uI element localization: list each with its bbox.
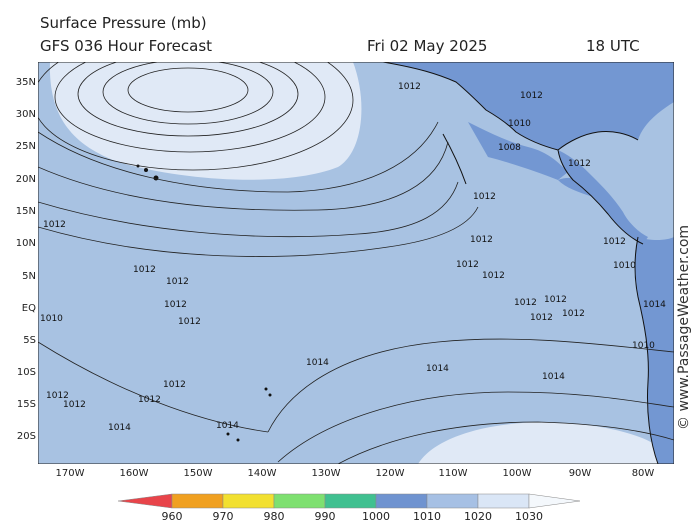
colorbar-tick: 970 <box>212 510 234 523</box>
colorbar-segment <box>375 493 428 509</box>
lat-label-25n: 25N <box>15 141 36 152</box>
forecast-date: Fri 02 May 2025 <box>367 37 488 55</box>
colorbar-tick: 990 <box>314 510 336 523</box>
isobar-label: 1012 <box>530 313 553 323</box>
isobar-label: 1014 <box>306 358 329 368</box>
isobar-label: 1008 <box>498 143 521 153</box>
lat-label-15s: 15S <box>16 399 36 410</box>
coastline-gulf <box>557 131 639 151</box>
isobar-label: 1012 <box>178 317 201 327</box>
coastline-baja <box>442 133 467 185</box>
colorbar-tick: 960 <box>161 510 183 523</box>
isobar-label: 1014 <box>426 364 449 374</box>
isobar-label: 1014 <box>108 423 131 433</box>
land-central-america <box>558 150 648 244</box>
lat-label-20s: 20S <box>16 431 36 442</box>
lon-label-130w: 130W <box>311 468 341 479</box>
isobar-label: 1012 <box>562 309 585 319</box>
lon-label-110w: 110W <box>438 468 468 479</box>
forecast-subtitle: GFS 036 Hour Forecast <box>40 37 213 55</box>
colorbar-tick: 1020 <box>464 510 492 523</box>
colorbar-segment <box>426 493 479 509</box>
colorbar-segment <box>477 493 530 509</box>
lon-label-150w: 150W <box>183 468 213 479</box>
lon-label-100w: 100W <box>502 468 532 479</box>
pressure-map-canvas: 1012 1012 1012 1012 1012 1010 1012 1012 … <box>38 62 674 464</box>
lon-label-170w: 170W <box>55 468 85 479</box>
isobar-label: 1010 <box>613 261 636 271</box>
isobar-label: 1010 <box>508 119 531 129</box>
isobar-label: 1014 <box>216 421 239 431</box>
map-title: Surface Pressure (mb) <box>40 14 207 32</box>
isobar-label: 1012 <box>473 192 496 202</box>
lon-label-120w: 120W <box>375 468 405 479</box>
isobar-label: 1012 <box>138 395 161 405</box>
isobar-label: 1012 <box>164 300 187 310</box>
lat-label-15n: 15N <box>15 206 36 217</box>
isobar-label: 1010 <box>40 314 63 324</box>
colorbar-segment <box>222 493 275 509</box>
colorbar-tick: 1030 <box>515 510 543 523</box>
colorbar-tick: 1010 <box>413 510 441 523</box>
island <box>236 438 240 442</box>
lat-label-5s: 5S <box>23 335 36 346</box>
coastline-pacific <box>382 62 644 245</box>
hawaii-island <box>153 175 159 181</box>
isobar-label: 1010 <box>632 341 655 351</box>
colorbar-segment <box>528 493 581 509</box>
isobars <box>38 62 674 464</box>
isobar-label: 1012 <box>482 271 505 281</box>
lon-label-90w: 90W <box>568 468 592 479</box>
pressure-colorbar <box>118 493 581 509</box>
isobar-label: 1012 <box>43 220 66 230</box>
isobar-label: 1012 <box>46 391 69 401</box>
isobar-label: 1012 <box>520 91 543 101</box>
pressure-map: 1012 1012 1012 1012 1012 1010 1012 1012 … <box>38 62 674 464</box>
isobar-label: 1012 <box>568 159 591 169</box>
isobar-label: 1012 <box>470 235 493 245</box>
colorbar-segment <box>171 493 224 509</box>
lat-label-5n: 5N <box>22 271 36 282</box>
lon-label-80w: 80W <box>631 468 655 479</box>
isobar-label: 1014 <box>643 300 666 310</box>
colorbar-segment <box>118 493 173 509</box>
land-north-america <box>383 62 674 150</box>
colorbar-segment <box>273 493 326 509</box>
island <box>264 387 268 391</box>
lat-label-10s: 10S <box>16 367 36 378</box>
colorbar-tick: 980 <box>263 510 285 523</box>
lat-label-20n: 20N <box>15 174 36 185</box>
isobar-label: 1012 <box>163 380 186 390</box>
isobar-label: 1012 <box>456 260 479 270</box>
hawaii-island <box>144 168 148 172</box>
lat-label-30n: 30N <box>15 109 36 120</box>
isobar-label: 1012 <box>514 298 537 308</box>
site-credit: © www.PassageWeather.com <box>676 224 692 430</box>
isobar-label: 1014 <box>542 372 565 382</box>
land-south-america <box>635 237 674 464</box>
coastline-south-america <box>634 236 659 464</box>
south-high-area <box>418 422 674 464</box>
lat-label-10n: 10N <box>15 238 36 249</box>
isobar-label: 1012 <box>133 265 156 275</box>
lon-label-140w: 140W <box>247 468 277 479</box>
low-pressure-area-mexico <box>468 122 568 180</box>
lat-label-eq: EQ <box>21 303 36 314</box>
isobar-label: 1012 <box>63 400 86 410</box>
island <box>268 393 272 397</box>
isobar-label: 1012 <box>166 277 189 287</box>
forecast-time: 18 UTC <box>586 37 640 55</box>
lat-label-35n: 35N <box>15 77 36 88</box>
colorbar-tick: 1000 <box>362 510 390 523</box>
island <box>226 432 230 436</box>
isobar-label: 1012 <box>544 295 567 305</box>
lon-label-160w: 160W <box>119 468 149 479</box>
colorbar-segment <box>324 493 377 509</box>
isobar-labels: 1012 1012 1012 1012 1012 1010 1012 1012 … <box>40 82 666 433</box>
isobar-label: 1012 <box>603 237 626 247</box>
isobar-label: 1012 <box>398 82 421 92</box>
